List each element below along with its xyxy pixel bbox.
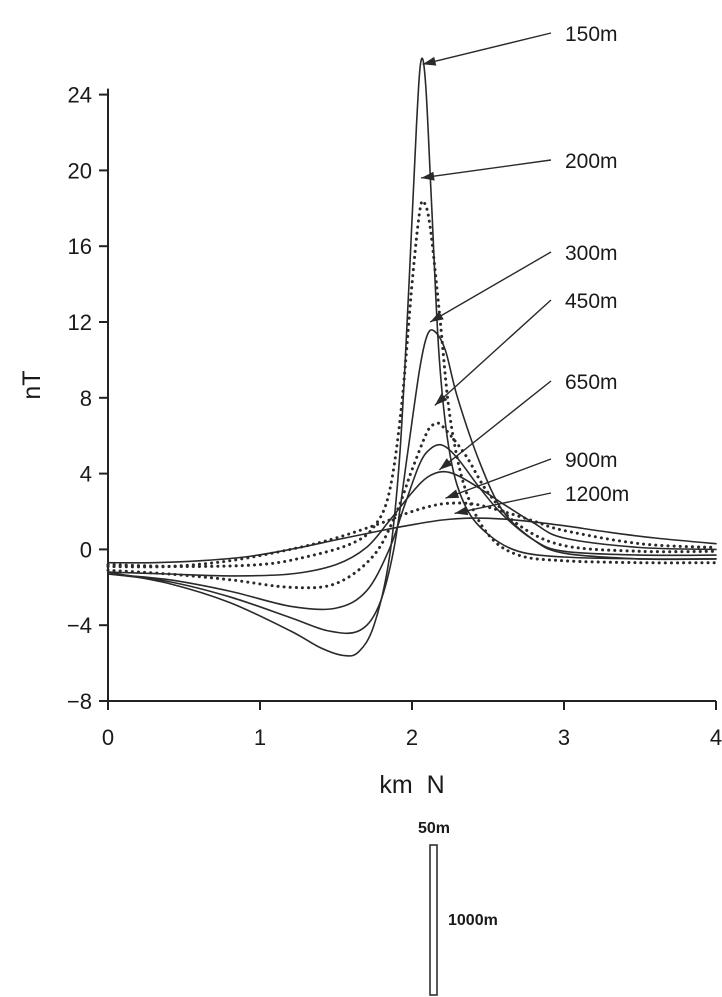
x-tick-label: 4 [710, 725, 722, 750]
series-line-150m [107, 57, 717, 657]
x-tick-label: 1 [254, 725, 266, 750]
x-tick-label: 2 [406, 725, 418, 750]
x-tick-label: 3 [558, 725, 570, 750]
leader-arrowhead [430, 311, 444, 322]
curve-label: 450m [565, 290, 618, 313]
y-tick-label: −8 [67, 689, 92, 714]
scale-bar: 50m 1000m [418, 820, 498, 996]
scale-bar-rect [429, 844, 438, 996]
leader-arrowhead [439, 458, 453, 470]
leader-arrowhead [434, 393, 448, 406]
curve-label: 200m [565, 150, 618, 173]
series-line-200m [106, 199, 718, 569]
x-tick-label: 0 [102, 725, 114, 750]
leader-line [445, 458, 552, 499]
curve-label: 650m [565, 371, 618, 394]
leader-line [438, 380, 552, 471]
curve-label: 1200m [565, 483, 629, 506]
leader-arrowhead [454, 506, 469, 516]
y-tick-label: 24 [68, 83, 92, 108]
scale-width-label: 50m [418, 820, 450, 837]
y-tick-label: 0 [80, 537, 92, 562]
leader-line [429, 251, 552, 323]
y-tick-label: 4 [80, 462, 92, 487]
leader-line [454, 492, 552, 515]
curve-label: 900m [565, 449, 618, 472]
curve-label: 300m [565, 242, 618, 265]
scale-height-label: 1000m [448, 912, 498, 929]
leader-line [421, 159, 552, 179]
y-tick-label: 16 [68, 234, 92, 259]
series-line-450m [107, 443, 717, 611]
y-tick-label: 12 [68, 310, 92, 335]
leader-arrowhead [445, 489, 460, 499]
leader-arrowhead [421, 171, 435, 181]
y-tick-label: 20 [68, 158, 92, 183]
series-line-1200m [106, 501, 718, 569]
series-layer [106, 57, 718, 657]
leader-line [434, 299, 552, 406]
x-axis-label: km N [379, 771, 444, 799]
annotation-layer: 150m 200m 300m 450m 650m 900m 1200m [421, 23, 629, 516]
y-tick-label: 8 [80, 386, 92, 411]
curve-label: 150m [565, 23, 618, 46]
leader-line [422, 32, 552, 65]
series-line-900m [107, 470, 717, 577]
leader-arrowhead [422, 56, 437, 66]
series-line-300m [107, 329, 717, 635]
y-tick-label: −4 [67, 613, 92, 638]
series-line-650m [106, 421, 718, 590]
y-axis-label: nT [18, 370, 46, 399]
series-line-baseline [107, 517, 717, 564]
